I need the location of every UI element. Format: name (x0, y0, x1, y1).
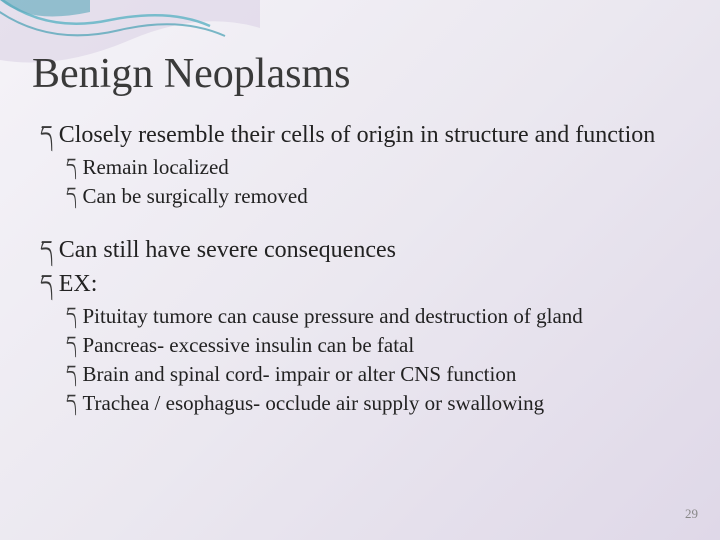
bullet-marker-icon: ད (66, 183, 76, 206)
bullet-marker-icon: ད (40, 269, 53, 297)
bullet-text: Remain localized (82, 154, 228, 181)
page-number: 29 (685, 506, 698, 522)
bullet-marker-icon: ད (66, 332, 76, 355)
bullet-level-1: དCan still have severe consequences (40, 235, 680, 265)
bullet-text: Can still have severe consequences (59, 235, 396, 265)
bullet-list: དClosely resemble their cells of origin … (40, 120, 680, 418)
bullet-marker-icon: ད (40, 120, 53, 148)
bullet-marker-icon: ད (66, 303, 76, 326)
bullet-level-2: ད Remain localized (66, 154, 680, 181)
bullet-text: EX: (59, 269, 98, 299)
bullet-text: Can be surgically removed (82, 183, 307, 210)
bullet-text: Trachea / esophagus- occlude air supply … (82, 390, 544, 417)
bullet-marker-icon: ད (66, 390, 76, 413)
bullet-marker-icon: ད (66, 361, 76, 384)
bullet-level-2: ད Brain and spinal cord- impair or alter … (66, 361, 680, 388)
bullet-text: Pancreas- excessive insulin can be fatal (82, 332, 414, 359)
bullet-level-2: ད Pituitay tumore can cause pressure and … (66, 303, 680, 330)
slide-content: Benign Neoplasms དClosely resemble their… (0, 0, 720, 540)
bullet-level-2: ད Can be surgically removed (66, 183, 680, 210)
bullet-level-2: ད Trachea / esophagus- occlude air supply… (66, 390, 680, 417)
bullet-level-2: ད Pancreas- excessive insulin can be fata… (66, 332, 680, 359)
bullet-text: Pituitay tumore can cause pressure and d… (82, 303, 582, 330)
bullet-text: Closely resemble their cells of origin i… (59, 120, 656, 150)
spacer (40, 213, 680, 235)
bullet-marker-icon: ད (66, 154, 76, 177)
bullet-marker-icon: ད (40, 235, 53, 263)
slide-title: Benign Neoplasms (32, 50, 680, 98)
bullet-text: Brain and spinal cord- impair or alter C… (82, 361, 516, 388)
bullet-level-1: དEX: (40, 269, 680, 299)
bullet-level-1: དClosely resemble their cells of origin … (40, 120, 680, 150)
